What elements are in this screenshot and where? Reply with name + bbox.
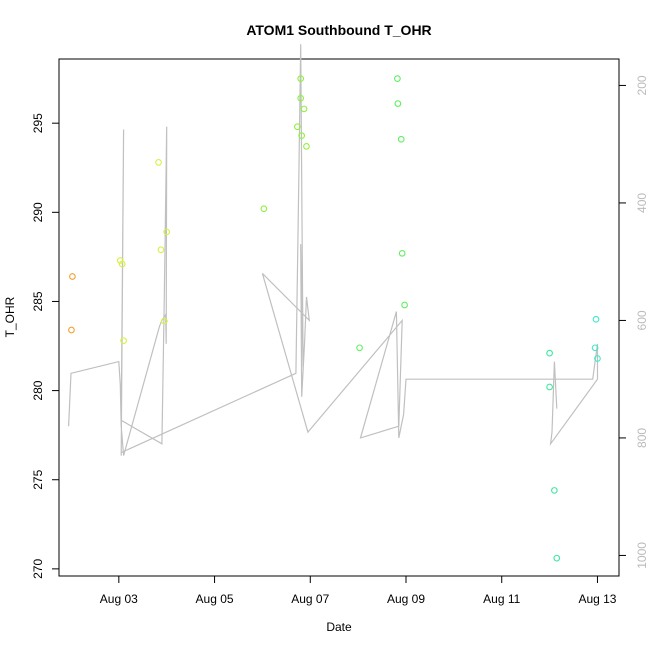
data-point-0	[69, 273, 76, 280]
y-tick-label-4: 290	[31, 202, 45, 222]
data-point-8	[163, 228, 171, 236]
data-point-14	[300, 105, 308, 113]
data-point-19	[397, 135, 405, 143]
y-tick-label-2: 280	[31, 380, 45, 400]
data-point-6	[157, 246, 165, 254]
data-point-10	[294, 123, 301, 131]
data-point-27	[592, 315, 600, 323]
series-line	[68, 44, 599, 456]
y2-tick-label-4: 1000	[635, 542, 649, 569]
x-tick-label-0: Aug 03	[100, 592, 138, 606]
x-tick-label-2: Aug 07	[291, 592, 329, 606]
data-point-11	[297, 75, 305, 82]
data-point-20	[398, 249, 406, 257]
data-point-4	[120, 337, 127, 345]
y-tick-label-0: 270	[31, 559, 45, 579]
chart-title: ATOM1 Southbound T_OHR	[246, 22, 431, 38]
x-axis: Aug 03 Aug 05 Aug 07 Aug 09 Aug 11 Aug 13	[100, 575, 617, 606]
data-point-24	[551, 487, 558, 494]
y-tick-label-5: 295	[31, 113, 45, 133]
y2-axis: 200 400 600 800 1000	[618, 75, 649, 569]
data-point-7	[160, 317, 168, 325]
data-point-5	[155, 159, 162, 166]
y2-tick-label-1: 400	[635, 193, 649, 213]
data-point-9	[260, 205, 268, 213]
data-point-23	[546, 383, 553, 391]
y2-tick-label-0: 200	[635, 75, 649, 95]
y-tick-label-3: 285	[31, 291, 45, 311]
data-point-21	[401, 301, 408, 309]
y2-tick-label-3: 800	[635, 428, 649, 448]
data-point-16	[356, 344, 363, 352]
data-point-13	[298, 132, 306, 140]
data-point-3	[118, 260, 126, 268]
data-point-22	[546, 349, 553, 357]
data-point-2	[116, 257, 124, 264]
data-point-17	[394, 75, 401, 82]
data-point-12	[297, 94, 305, 102]
x-tick-label-4: Aug 11	[483, 592, 520, 606]
data-point-28	[594, 355, 601, 362]
data-point-18	[394, 100, 402, 107]
y2-tick-label-2: 600	[635, 310, 649, 330]
line-layer	[68, 44, 599, 456]
y-tick-label-1: 275	[31, 469, 45, 489]
y-axis-label: T_OHR	[3, 296, 17, 337]
x-axis-label: Date	[326, 620, 352, 634]
y-axis: 270 275 280 285 290 295	[31, 113, 60, 579]
data-point-1	[68, 326, 75, 334]
plot-frame	[58, 58, 620, 577]
data-point-26	[591, 344, 599, 352]
point-layer	[68, 75, 601, 562]
x-tick-label-3: Aug 09	[387, 592, 425, 606]
data-point-25	[553, 554, 561, 562]
x-tick-label-1: Aug 05	[196, 592, 234, 606]
data-point-15	[303, 143, 310, 150]
x-tick-label-5: Aug 13	[578, 592, 616, 606]
